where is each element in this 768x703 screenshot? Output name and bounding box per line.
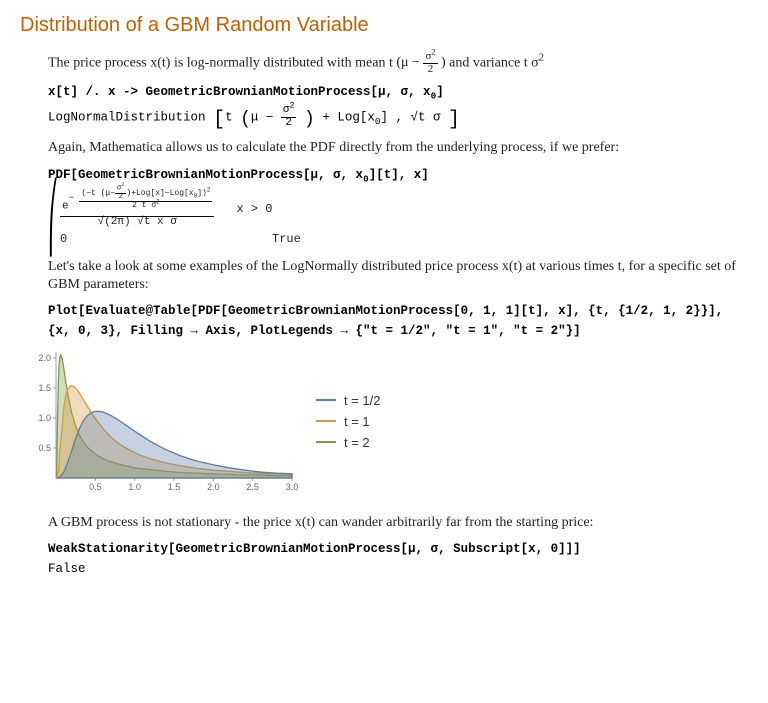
svg-text:2.5: 2.5 bbox=[246, 482, 259, 492]
legend-row: t = 1 bbox=[316, 414, 381, 429]
svg-text:3.0: 3.0 bbox=[286, 482, 298, 492]
mean-expr: (μ − σ22 ) bbox=[396, 55, 445, 70]
svg-text:1.5: 1.5 bbox=[38, 383, 51, 393]
chart-area: 0.51.01.52.02.53.00.51.01.52.0 t = 1/2t … bbox=[28, 346, 748, 496]
intro-text: The price process x(t) is log-normally d… bbox=[48, 51, 748, 75]
svg-text:1.0: 1.0 bbox=[38, 413, 51, 423]
svg-text:1.0: 1.0 bbox=[128, 482, 141, 492]
legend-row: t = 1/2 bbox=[316, 393, 381, 408]
legend-row: t = 2 bbox=[316, 435, 381, 450]
code-in-2: PDF[GeometricBrownianMotionProcess[μ, σ,… bbox=[48, 168, 748, 182]
pdf-intro: Again, Mathematica allows us to calculat… bbox=[48, 139, 748, 157]
code-out-1: LogNormalDistribution [t (μ − σ22 ) + Lo… bbox=[48, 105, 748, 131]
cond-false: True bbox=[272, 232, 301, 246]
examples-intro: Let's take a look at some examples of th… bbox=[48, 258, 748, 294]
pdf-output: ⎛ e− (−t (μ−σ22)+Log[x]−Log[x0])2 2 t σ2 bbox=[48, 188, 748, 248]
code-in-3: WeakStationarity[GeometricBrownianMotion… bbox=[48, 542, 748, 556]
piece-zero: 0 bbox=[60, 232, 250, 246]
svg-text:1.5: 1.5 bbox=[168, 482, 181, 492]
svg-text:2.0: 2.0 bbox=[38, 353, 51, 363]
plot-code-2: {x, 0, 3}, Filling → Axis, PlotLegends →… bbox=[48, 324, 748, 338]
plot-legend: t = 1/2 t = 1 t = 2 bbox=[316, 387, 381, 456]
brace-icon: ⎛ bbox=[48, 185, 59, 251]
code-out-3: False bbox=[48, 562, 748, 576]
plot-code-1: Plot[Evaluate@Table[PDF[GeometricBrownia… bbox=[48, 304, 748, 318]
code-in-1: x[t] /. x -> GeometricBrownianMotionProc… bbox=[48, 85, 748, 99]
cond-true: x > 0 bbox=[236, 202, 272, 216]
intro-a: The price process x(t) is log-normally d… bbox=[48, 55, 396, 70]
page-title: Distribution of a GBM Random Variable bbox=[20, 14, 748, 37]
stationary-text: A GBM process is not stationary - the pr… bbox=[48, 514, 748, 532]
svg-text:0.5: 0.5 bbox=[38, 443, 51, 453]
lognormal-plot: 0.5 1.0 1.5 2.0 2.5 3.0 0.5 1.0 1.5 2.0 bbox=[28, 346, 298, 496]
svg-text:2.0: 2.0 bbox=[207, 482, 220, 492]
svg-text:0.5: 0.5 bbox=[89, 482, 102, 492]
intro-b: and variance t σ bbox=[449, 55, 539, 70]
